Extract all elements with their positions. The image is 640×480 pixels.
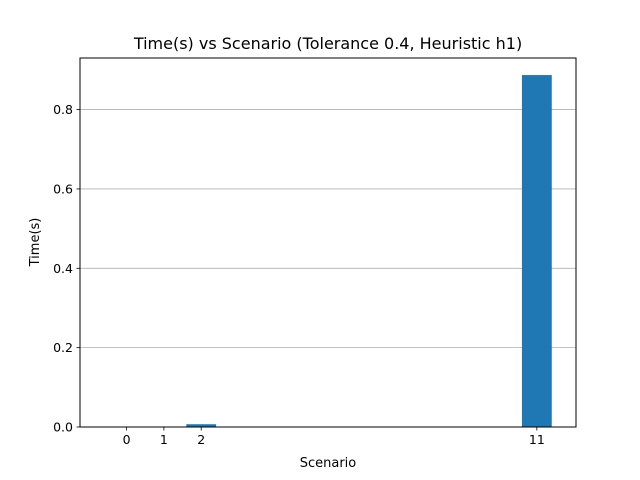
chart-title: Time(s) vs Scenario (Tolerance 0.4, Heur… [133,34,522,53]
y-tick-label: 0.8 [53,102,73,117]
plot-frame [79,57,577,428]
x-tick-label: 1 [160,432,168,447]
x-axis-label: Scenario [300,456,357,471]
x-tick-label: 11 [529,432,545,447]
y-tick-label: 0.0 [53,420,73,435]
y-tick-label: 0.2 [53,340,73,355]
y-axis-ticks: 0.0 0.2 0.4 0.6 0.8 [53,102,80,435]
y-gridlines [80,109,576,349]
bar-scenario-2 [186,424,217,427]
y-axis-label: Time(s) [28,218,43,268]
y-tick-label: 0.6 [53,181,73,196]
x-tick-label: 0 [123,432,131,447]
x-axis-ticks: 0 1 2 11 [123,427,545,447]
y-tick-label: 0.4 [53,261,73,276]
bar-scenario-11 [521,75,552,428]
bars [111,75,552,428]
x-tick-label: 2 [197,432,205,447]
